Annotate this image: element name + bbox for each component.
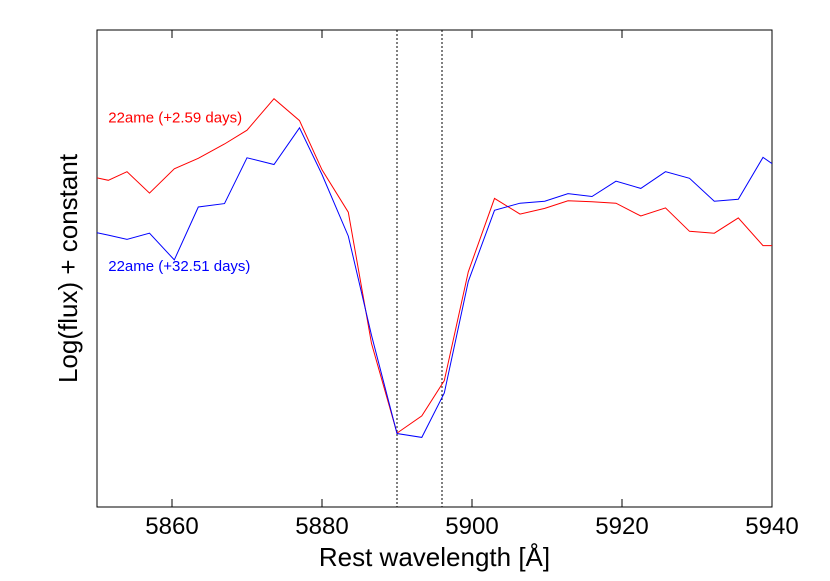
series-annotation-1: 22ame (+32.51 days): [108, 258, 250, 275]
x-tick-label: 5920: [595, 513, 648, 540]
y-axis-label: Log(flux) + constant: [53, 153, 83, 383]
x-axis-label: Rest wavelength [Å]: [319, 542, 550, 572]
plot-frame: [96, 29, 773, 508]
series-line-0: [97, 97, 772, 434]
x-tick-label: 5860: [145, 513, 198, 540]
series-layer: [97, 97, 772, 438]
series-annotation-0: 22ame (+2.59 days): [108, 110, 242, 127]
x-tick-label: 5940: [745, 513, 798, 540]
x-axis-ticks: 5860 5880 5900 5920 5940: [145, 30, 799, 540]
annotations: 22ame (+2.59 days) 22ame (+32.51 days): [108, 110, 250, 275]
vertical-lines: [396, 30, 443, 507]
x-tick-label: 5900: [445, 513, 498, 540]
series-line-1: [97, 126, 772, 438]
x-tick-label: 5880: [295, 513, 348, 540]
